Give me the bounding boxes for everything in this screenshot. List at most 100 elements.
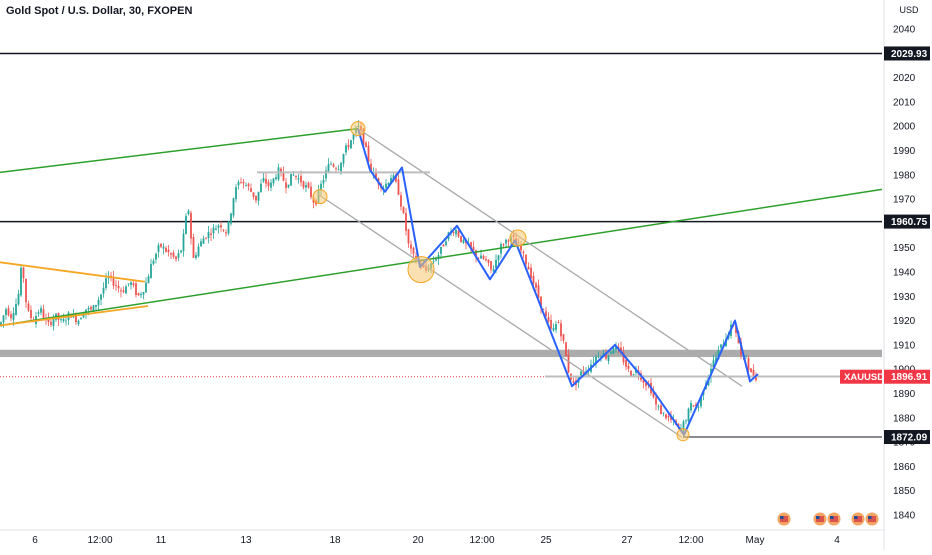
y-tick-label: 1980 — [893, 170, 916, 181]
candle-body — [342, 154, 345, 164]
candle-body — [670, 416, 672, 420]
level-price-label: 1872.09 — [891, 433, 928, 444]
candle-body — [250, 188, 252, 192]
event-flag-icon[interactable] — [776, 511, 792, 527]
event-flag-icon[interactable] — [812, 511, 828, 527]
candle-body — [155, 253, 157, 260]
candle-body — [572, 380, 575, 383]
candle-body — [542, 309, 545, 311]
candle-body — [582, 371, 585, 374]
candle-body — [20, 267, 22, 296]
pivot-circle[interactable] — [509, 229, 527, 247]
candle-body — [700, 395, 702, 407]
event-flag-icon[interactable] — [850, 511, 866, 527]
candle-body — [695, 404, 697, 407]
wedge-line-orange[interactable] — [0, 305, 149, 327]
candle-body — [272, 178, 275, 184]
pivot-circle[interactable] — [312, 189, 328, 205]
candle-body — [337, 169, 340, 170]
candle-body — [185, 215, 187, 234]
pivot-circle[interactable] — [676, 428, 690, 442]
channel-line-gray[interactable] — [317, 193, 683, 438]
candle-body — [445, 241, 447, 245]
flag-stripes — [830, 516, 838, 522]
candle-body — [295, 175, 297, 178]
candle-body — [227, 221, 230, 234]
level-price-label-bg — [884, 46, 930, 61]
y-tick-label: 1970 — [893, 195, 916, 206]
pivot-circle[interactable] — [407, 256, 435, 284]
candle-body — [715, 357, 717, 363]
candle-body — [495, 259, 497, 269]
candle-body — [77, 320, 80, 325]
candle-body — [225, 232, 227, 234]
candle-body — [352, 134, 355, 140]
candle-body — [497, 255, 500, 261]
candle-body — [502, 244, 505, 246]
candle-body — [95, 305, 97, 307]
candle-body — [205, 237, 207, 239]
candle-body — [135, 283, 137, 295]
flag-stripes — [854, 516, 862, 522]
candle-body — [492, 269, 495, 272]
candle-body — [142, 292, 145, 295]
candle-body — [562, 334, 565, 341]
x-tick-label: 27 — [621, 535, 633, 546]
candle-body — [330, 163, 332, 165]
candle-body — [522, 251, 525, 253]
candle-body — [160, 243, 162, 247]
candle-body — [162, 246, 165, 249]
y-tick-label: 1880 — [893, 413, 916, 424]
candle-body — [350, 140, 352, 149]
candle-body — [660, 405, 662, 415]
pivot-circle[interactable] — [350, 121, 366, 137]
candle-body — [455, 229, 457, 235]
candle-body — [325, 170, 327, 179]
candle-body — [180, 250, 182, 253]
trend-line-green[interactable] — [0, 127, 359, 174]
wedge-line-orange[interactable] — [0, 261, 146, 283]
level-price-label: 2029.93 — [891, 49, 928, 60]
candle-body — [595, 356, 597, 363]
candle-body — [100, 294, 102, 300]
trend-line-green[interactable] — [0, 188, 883, 327]
candle-body — [362, 128, 365, 145]
resistance-band[interactable] — [0, 349, 882, 358]
y-tick-label: 2020 — [893, 73, 916, 84]
candle-body — [365, 142, 367, 147]
event-flag-icon[interactable] — [826, 511, 842, 527]
candle-body — [487, 259, 490, 263]
candle-body — [610, 351, 612, 354]
candle-body — [520, 245, 522, 251]
candle-body — [177, 253, 180, 258]
candle-body — [90, 306, 92, 310]
candle-body — [60, 319, 62, 321]
candle-body — [105, 278, 107, 289]
candle-body — [525, 254, 527, 265]
candle-body — [260, 183, 262, 193]
candle-body — [605, 354, 607, 359]
candle-body — [292, 174, 295, 176]
candle-body — [320, 183, 322, 191]
candle-body — [145, 282, 147, 293]
currency-badge[interactable]: USD — [899, 5, 919, 15]
y-tick-label: 1920 — [893, 316, 916, 327]
candle-body — [102, 287, 105, 294]
x-tick-label: 4 — [834, 535, 840, 546]
candle-body — [537, 285, 540, 299]
candle-body — [245, 185, 247, 186]
candle-body — [287, 184, 290, 188]
candle-body — [167, 249, 170, 253]
candle-body — [170, 253, 172, 255]
candle-body — [547, 316, 550, 322]
flag-stripes — [780, 516, 788, 522]
candle-body — [397, 179, 400, 195]
candle-body — [475, 250, 477, 258]
candle-body — [165, 247, 167, 252]
candle-body — [550, 319, 552, 329]
candle-body — [125, 286, 127, 294]
event-flag-icon[interactable] — [864, 511, 880, 527]
candle-body — [412, 247, 415, 254]
